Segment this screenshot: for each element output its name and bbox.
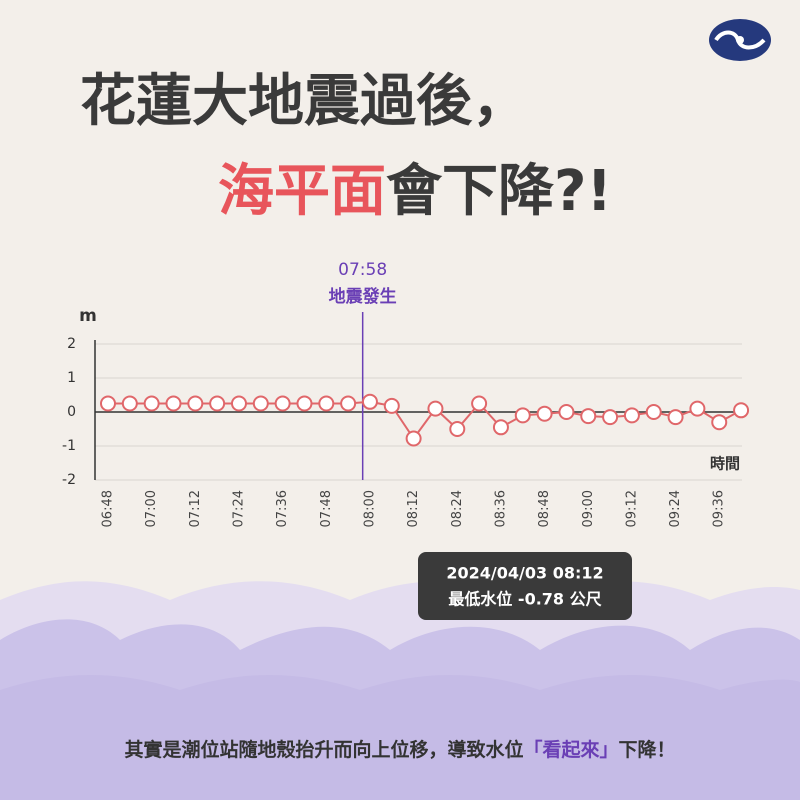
- event-label: 地震發生: [329, 286, 397, 307]
- data-point: [558, 404, 575, 420]
- data-point: [536, 405, 553, 422]
- footer: 其實是潮位站隨地殼抬升而向上位移，導致水位「看起來」下降！: [124, 738, 675, 761]
- y-tick-label: -1: [62, 438, 76, 454]
- data-point: [427, 400, 444, 417]
- data-point: [187, 395, 204, 412]
- x-tick-label: 09:12: [624, 490, 639, 527]
- data-point: [383, 397, 400, 414]
- footer-main: 其實是潮位站隨地殼抬升而向上位移，導致水位: [124, 738, 523, 761]
- x-tick-label: 08:00: [362, 490, 377, 527]
- x-tick-label: 08:12: [406, 490, 421, 527]
- data-point: [711, 414, 728, 431]
- x-tick-label: 09:36: [712, 490, 727, 527]
- data-point: [230, 395, 247, 412]
- event-time: 07:58: [338, 260, 387, 280]
- data-point: [340, 395, 357, 412]
- data-point: [165, 395, 182, 412]
- chart: -2 -1 0 1 2m 時間 06:48 07:00 07:12 07:24 07:36 07:48…: [62, 260, 750, 620]
- x-tick-label: 08:48: [537, 490, 552, 527]
- data-point: [514, 407, 531, 424]
- data-point: [143, 395, 160, 412]
- data-point: [645, 404, 662, 420]
- data-line: [108, 400, 742, 441]
- data-point: [602, 409, 619, 426]
- y-tick-label: 1: [67, 370, 76, 386]
- tooltip-line2: 最低水位 -0.78 公尺: [448, 590, 601, 609]
- title-highlight: 海平面: [218, 159, 386, 224]
- data-point: [733, 402, 750, 419]
- x-tick-label: 08:36: [493, 490, 508, 527]
- data-point: [667, 409, 684, 426]
- y-tick-label: 2: [67, 336, 76, 352]
- y-tick-label: 0: [67, 404, 76, 420]
- data-point: [296, 395, 313, 412]
- x-tick-label: 07:24: [231, 490, 246, 527]
- x-tick-label: 09:00: [581, 490, 596, 527]
- data-point: [100, 395, 116, 412]
- data-point: [274, 395, 291, 412]
- data-point: [471, 395, 488, 412]
- footer-highlight: 「看起來」: [523, 738, 618, 761]
- x-tick-label: 07:00: [144, 490, 159, 527]
- data-point: [121, 395, 138, 412]
- y-axis-label: m: [79, 306, 97, 326]
- data-point: [209, 395, 226, 412]
- tooltip-line1: 2024/04/03 08:12: [446, 564, 603, 583]
- y-tick-label: -2: [62, 472, 76, 488]
- data-point: [361, 393, 378, 410]
- x-tick-label: 07:36: [275, 490, 290, 527]
- logo: [709, 19, 771, 61]
- data-point: [405, 430, 422, 447]
- data-point: [492, 419, 509, 436]
- x-tick-label: 09:24: [668, 490, 683, 527]
- data-point: [623, 407, 640, 424]
- tooltip-box: [418, 552, 632, 620]
- x-tick-label: 07:12: [188, 490, 203, 527]
- x-tick-label: 07:48: [319, 490, 334, 527]
- footer-end: 下降！: [619, 738, 676, 761]
- wave-bottom: [0, 675, 800, 800]
- data-point: [580, 408, 597, 425]
- title-line2: 海平面會下降?!: [218, 159, 612, 224]
- data-point: [689, 400, 706, 417]
- data-point: [252, 395, 269, 412]
- x-tick-label: 08:24: [450, 490, 465, 527]
- x-axis-label: 時間: [710, 455, 740, 473]
- data-point: [449, 421, 466, 437]
- title-rest: 會下降?!: [386, 159, 612, 224]
- data-point: [318, 395, 335, 412]
- title-line1: 花蓮大地震過後，: [80, 69, 528, 134]
- x-tick-label: 06:48: [101, 490, 116, 527]
